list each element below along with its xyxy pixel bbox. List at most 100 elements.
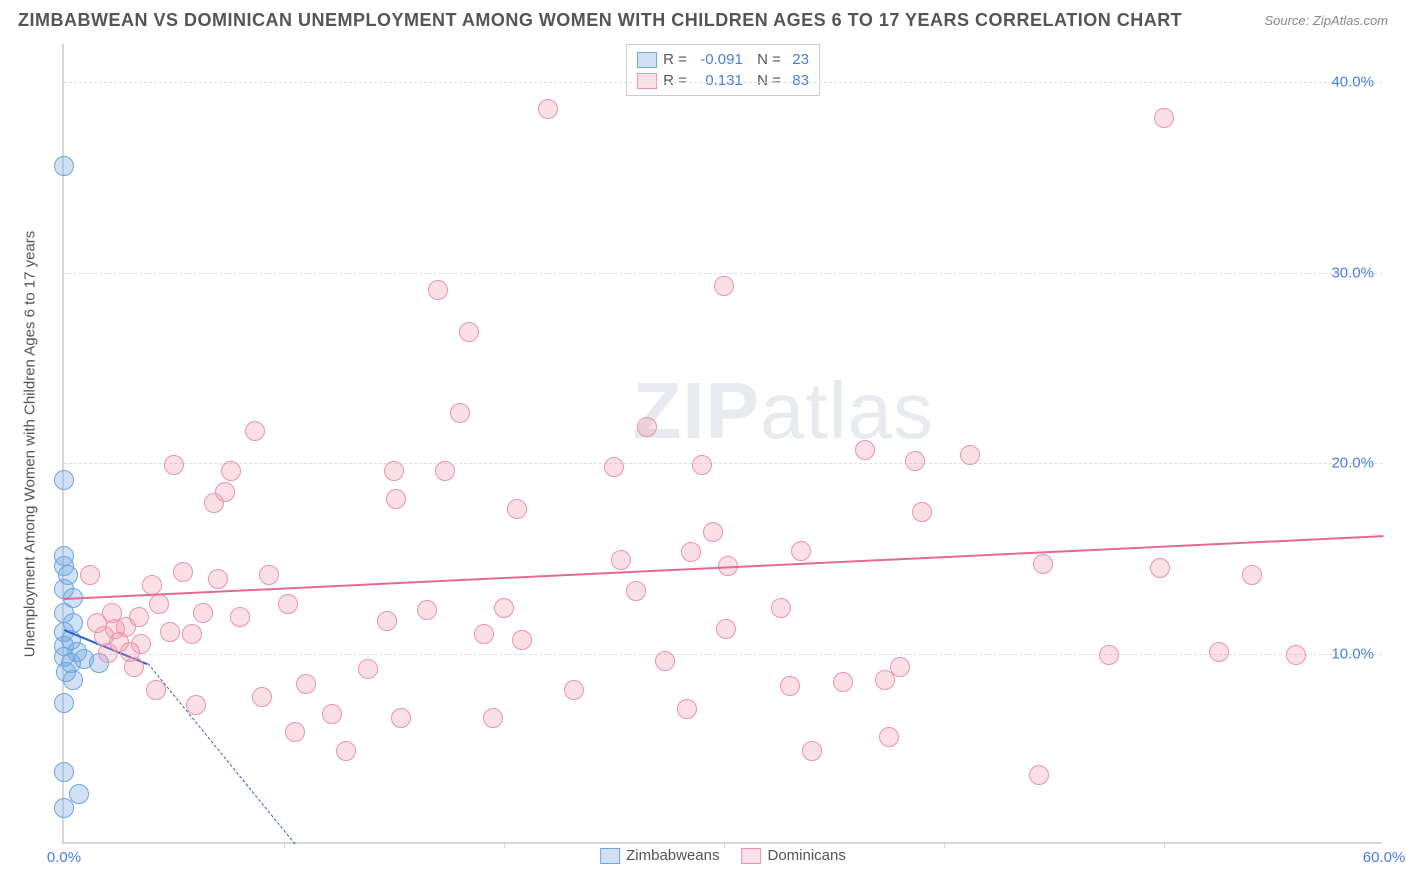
data-point [164,455,184,475]
data-point [1029,765,1049,785]
data-point [655,651,675,671]
data-point [791,541,811,561]
gridline [64,463,1382,464]
xtick-label: 0.0% [47,849,81,866]
gridline [64,654,1382,655]
data-point [296,674,316,694]
data-point [507,499,527,519]
data-point [252,687,272,707]
watermark-light: atlas [760,366,934,455]
data-point [833,672,853,692]
data-point [855,440,875,460]
series-legend-label: Dominicans [768,847,846,864]
ytick-label: 10.0% [1331,645,1374,662]
data-point [259,565,279,585]
gridline [64,273,1382,274]
ytick-label: 20.0% [1331,455,1374,472]
data-point [129,607,149,627]
data-point [391,708,411,728]
data-point [285,722,305,742]
data-point [131,634,151,654]
data-point [1286,645,1306,665]
data-point [483,708,503,728]
data-point [681,542,701,562]
correlation-legend-row: R = 0.131 N = 83 [637,70,809,91]
xtick-mark [504,842,505,848]
trend-line-extrapolation [147,663,295,845]
data-point [450,403,470,423]
legend-n-label: N = [749,51,781,68]
data-point [173,562,193,582]
gridline [64,82,1382,83]
scatter-plot: ZIPatlas R = -0.091 N = 23 R = 0.131 N = … [62,44,1382,844]
correlation-legend: R = -0.091 N = 23 R = 0.131 N = 83 [626,44,820,96]
y-axis-label: Unemployment Among Women with Children A… [22,231,39,658]
legend-n-value: 83 [787,72,809,89]
data-point [1033,554,1053,574]
data-point [1242,565,1262,585]
data-point [538,99,558,119]
legend-swatch [742,848,762,864]
data-point [912,502,932,522]
data-point [703,522,723,542]
legend-n-label: N = [749,72,781,89]
data-point [611,550,631,570]
data-point [714,276,734,296]
ytick-label: 40.0% [1331,74,1374,91]
data-point [245,421,265,441]
xtick-mark [724,842,725,848]
data-point [1150,558,1170,578]
source-attribution: Source: ZipAtlas.com [1264,13,1388,28]
data-point [417,600,437,620]
data-point [890,657,910,677]
data-point [905,451,925,471]
data-point [960,445,980,465]
legend-swatch [600,848,620,864]
xtick-mark [944,842,945,848]
data-point [512,630,532,650]
data-point [716,619,736,639]
data-point [63,670,83,690]
data-point [1209,642,1229,662]
data-point [336,741,356,761]
data-point [54,798,74,818]
data-point [221,461,241,481]
legend-r-label: R = [663,51,687,68]
series-legend-label: Zimbabweans [626,847,719,864]
data-point [771,598,791,618]
data-point [54,693,74,713]
data-point [54,156,74,176]
data-point [459,322,479,342]
data-point [377,611,397,631]
data-point [149,594,169,614]
xtick-mark [1164,842,1165,848]
xtick-mark [284,842,285,848]
data-point [637,417,657,437]
xtick-label: 60.0% [1363,849,1406,866]
data-point [1154,108,1174,128]
legend-r-value: 0.131 [693,72,743,89]
legend-r-value: -0.091 [693,51,743,68]
data-point [54,470,74,490]
data-point [124,657,144,677]
data-point [780,676,800,696]
data-point [604,457,624,477]
data-point [230,607,250,627]
legend-n-value: 23 [787,51,809,68]
series-legend-item: Dominicans [742,847,846,864]
data-point [428,280,448,300]
data-point [146,680,166,700]
data-point [564,680,584,700]
data-point [435,461,455,481]
watermark-bold: ZIP [633,366,760,455]
legend-r-label: R = [663,72,687,89]
data-point [278,594,298,614]
data-point [879,727,899,747]
data-point [80,565,100,585]
data-point [384,461,404,481]
series-legend-item: Zimbabweans [600,847,719,864]
data-point [182,624,202,644]
data-point [626,581,646,601]
data-point [322,704,342,724]
legend-swatch [637,73,657,89]
